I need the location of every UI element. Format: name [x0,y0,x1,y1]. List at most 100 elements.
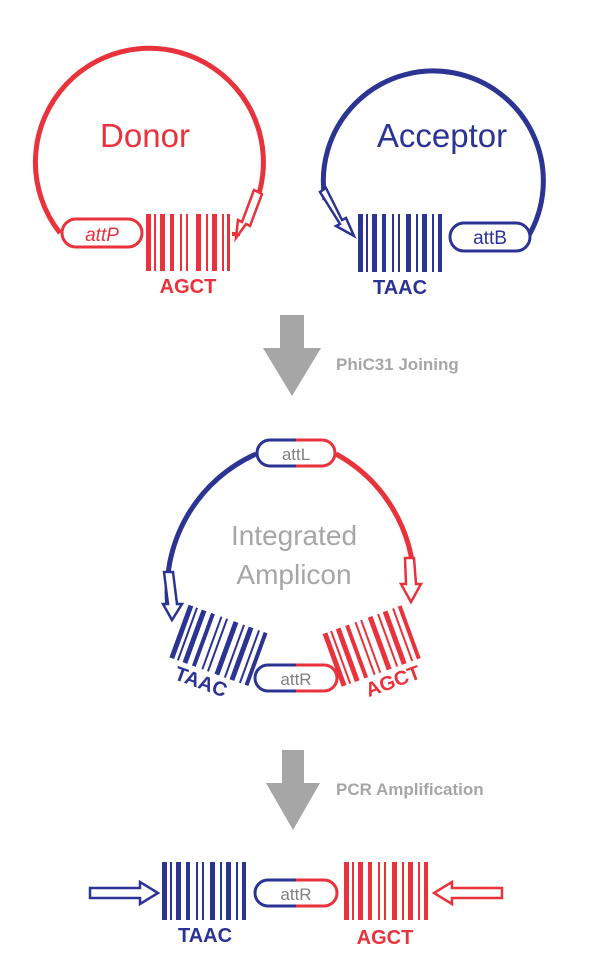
product-blue-sequence: TAAC [178,925,232,947]
product-red-bar [384,862,386,920]
donor-sequence: AGCT [160,276,217,298]
integrated-red-bar [392,608,414,662]
donor-bar [196,214,201,271]
acceptor-attb-label: attB [473,228,507,249]
product-red-bar [418,862,420,920]
attr-right-half [296,663,339,693]
donor-bar [160,214,165,271]
integrated-amplicon: attL TAAC [160,438,424,702]
integrated-blue-bar [182,609,207,664]
donor-bar [227,214,230,271]
donor-attp-box [60,217,144,249]
donor-bar [146,214,151,271]
integrated-red-bar [367,615,392,671]
acceptor-title: Acceptor [377,117,507,154]
acceptor-bar [398,214,400,272]
attl-left-half [255,438,296,468]
product-blue-bar [196,862,198,920]
product-red-barcode [344,862,428,920]
down-arrow-icon [266,750,320,830]
integrated-title-line1: Integrated [231,520,357,551]
integrated-right-arrow-icon [398,556,424,605]
product-attr-site: attR [253,878,339,908]
integrated-blue-bar [229,626,254,681]
integrated-blue-bar [169,604,194,660]
integrated-red-bar [377,613,399,667]
product-red-bar [352,862,354,920]
pcr-product: attR TAAC AGCT [88,862,504,949]
product-red-bar [358,862,363,920]
acceptor-sequence: TAAC [373,277,427,299]
product-blue-bar [242,862,246,920]
integrated-red-bar [330,630,352,685]
integrated-blue-barcode: TAAC [169,604,268,702]
donor-bar [170,214,174,271]
donor-bar [180,214,182,271]
acceptor-bar [372,214,377,272]
product-blue-bar [162,862,167,920]
acceptor-bar [382,214,386,272]
product-red-sequence: AGCT [357,927,414,949]
product-blue-bar [176,862,181,920]
product-red-bar [344,862,349,920]
reverse-primer-arrow-icon [431,879,504,907]
acceptor-bar [366,214,368,272]
donor-bar [154,214,156,271]
step2-label: PCR Amplification [336,780,484,799]
acceptor-bar [392,214,394,272]
donor-bar [222,214,224,271]
attl-right-half [296,438,337,468]
integrated-red-bar [322,632,347,687]
step2: PCR Amplification [266,750,484,830]
product-attr-left-half [253,878,296,908]
product-blue-bar [226,862,231,920]
integrated-blue-bar [191,612,215,667]
product-red-bar [408,862,413,920]
integrated-blue-bar [238,630,260,684]
integrated-blue-bar [201,616,223,670]
integrated-red-bar [382,610,407,665]
donor-bar [212,214,217,271]
acceptor-plasmid: attB TAAC Acceptor [318,68,546,299]
donor-title: Donor [100,117,190,154]
integrated-red-bar [397,605,421,660]
acceptor-backbone [320,68,546,239]
donor-barcode [146,214,230,271]
product-blue-bar [220,862,222,920]
integrated-red-bar [360,619,382,674]
acceptor-arrow-icon [318,186,357,239]
donor-arrow-icon [234,188,264,243]
attr-site: attR [253,663,339,693]
product-blue-bar [210,862,215,920]
product-attr-label: attR [280,885,311,904]
down-arrow-icon [263,315,321,396]
attr-left-half [253,663,296,693]
product-blue-bar [186,862,190,920]
integrated-blue-bar [207,618,229,672]
donor-bar [186,214,188,271]
product-blue-bar [202,862,204,920]
acceptor-bar [438,214,442,272]
product-red-bar [424,862,428,920]
product-blue-bar [236,862,238,920]
donor-attp-label: attP [85,225,119,246]
integrated-left-arrow-icon [160,570,185,623]
attl-site: attL [255,438,337,468]
product-blue-bar [170,862,172,920]
product-red-bar [368,862,372,920]
product-red-bar [402,862,404,920]
donor-plasmid: attP AGCT Donor [32,45,266,298]
integrated-blue-bar [176,607,198,661]
acceptor-barcode [358,214,442,272]
product-red-bar [392,862,397,920]
integrated-red-bar [335,627,360,682]
acceptor-bar [406,214,411,272]
attr-label: attR [280,670,311,689]
acceptor-bar [358,214,363,272]
step1-label: PhiC31 Joining [336,355,459,374]
product-attr-right-half [296,878,339,908]
integrated-red-bar [345,624,369,679]
acceptor-bar [416,214,418,272]
integrated-blue-bar [223,624,245,678]
